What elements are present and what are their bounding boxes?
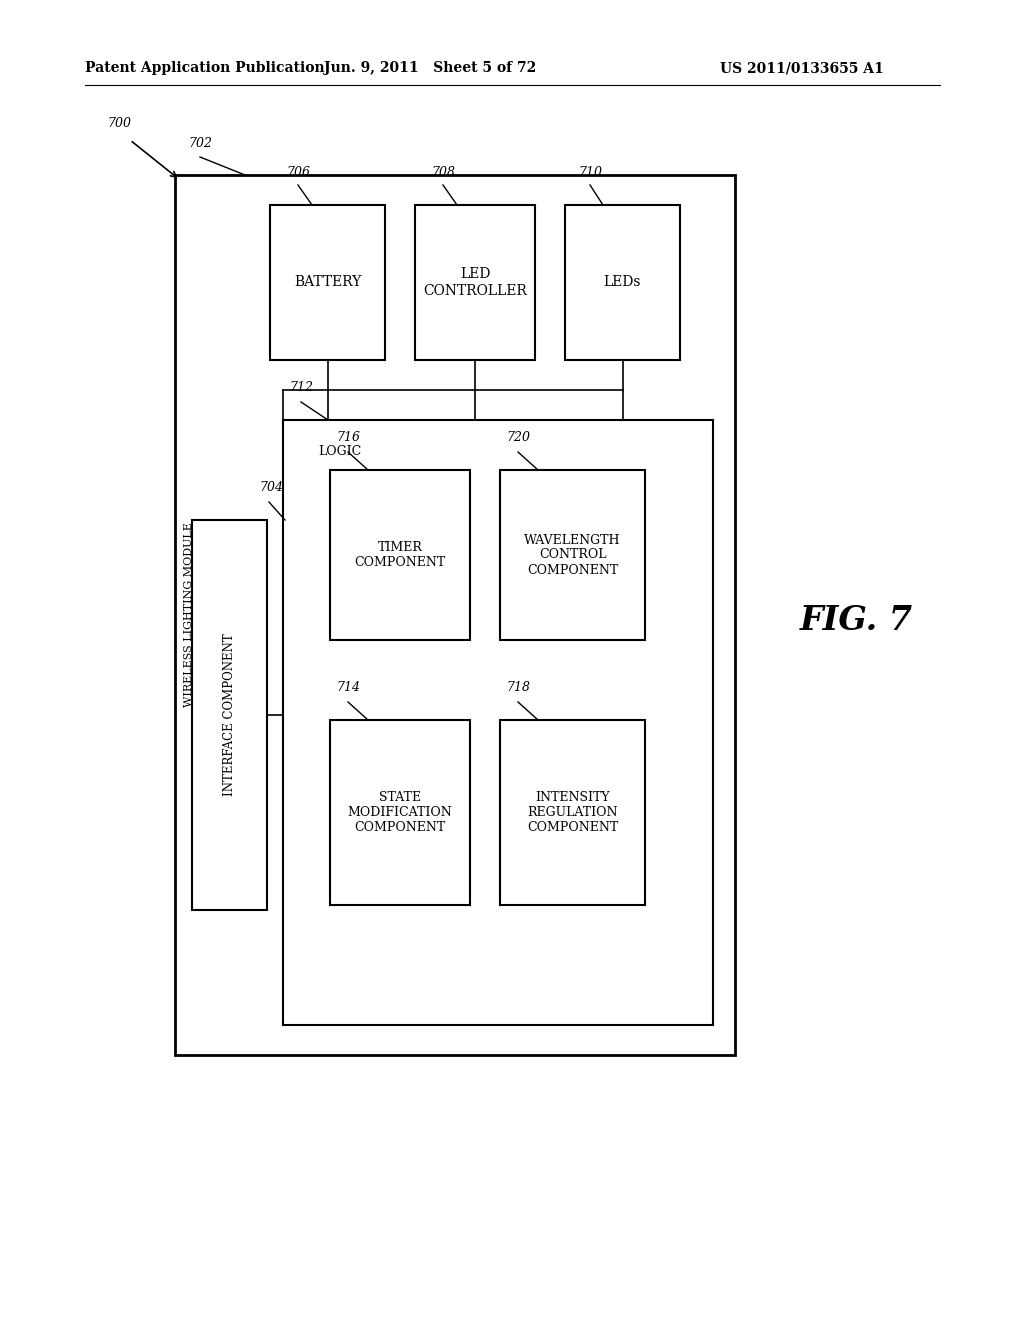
Text: STATE
MODIFICATION
COMPONENT: STATE MODIFICATION COMPONENT [347, 791, 453, 834]
Text: BATTERY: BATTERY [294, 276, 361, 289]
Text: TIMER
COMPONENT: TIMER COMPONENT [354, 541, 445, 569]
Text: Patent Application Publication: Patent Application Publication [85, 61, 325, 75]
Text: 712: 712 [289, 381, 313, 393]
Text: LED
CONTROLLER: LED CONTROLLER [423, 268, 527, 297]
Bar [500, 470, 645, 640]
Bar [565, 205, 680, 360]
Text: 720: 720 [506, 432, 530, 444]
Text: 710: 710 [578, 166, 602, 180]
Text: INTERFACE COMPONENT: INTERFACE COMPONENT [223, 634, 236, 796]
Text: 708: 708 [431, 166, 455, 180]
Text: 714: 714 [336, 681, 360, 694]
Text: Jun. 9, 2011   Sheet 5 of 72: Jun. 9, 2011 Sheet 5 of 72 [324, 61, 537, 75]
Text: LEDs: LEDs [604, 276, 641, 289]
Text: 704: 704 [259, 480, 283, 494]
Text: INTENSITY
REGULATION
COMPONENT: INTENSITY REGULATION COMPONENT [527, 791, 618, 834]
Bar [500, 719, 645, 906]
Bar [330, 470, 470, 640]
Text: 716: 716 [336, 432, 360, 444]
Bar [283, 420, 713, 1026]
Text: FIG. 7: FIG. 7 [800, 603, 913, 636]
Text: 700: 700 [106, 117, 131, 129]
Bar [175, 176, 735, 1055]
Text: 718: 718 [506, 681, 530, 694]
Bar [270, 205, 385, 360]
Text: 706: 706 [286, 166, 310, 180]
Text: WIRELESS LIGHTING MODULE: WIRELESS LIGHTING MODULE [184, 523, 194, 708]
Bar [330, 719, 470, 906]
Text: US 2011/0133655 A1: US 2011/0133655 A1 [720, 61, 884, 75]
Bar [415, 205, 535, 360]
Text: LOGIC: LOGIC [318, 445, 361, 458]
Bar [193, 520, 267, 909]
Text: 702: 702 [188, 137, 212, 150]
Text: WAVELENGTH
CONTROL
COMPONENT: WAVELENGTH CONTROL COMPONENT [524, 533, 621, 577]
